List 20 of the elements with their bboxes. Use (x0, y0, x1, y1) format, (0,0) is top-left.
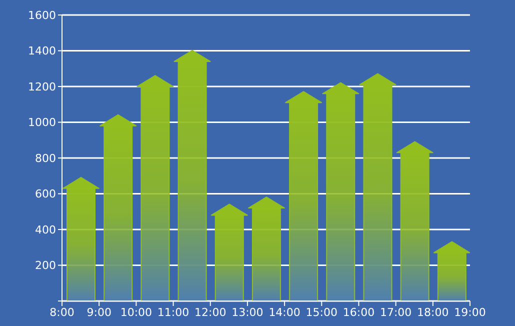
x-tick-label: 11:00 (157, 306, 190, 319)
y-tick-label: 1200 (28, 80, 56, 94)
y-tick-label: 1000 (28, 116, 56, 130)
y-tick-label: 1400 (28, 44, 56, 58)
y-tick-label: 400 (35, 223, 56, 236)
y-tick-label: 600 (35, 188, 56, 201)
x-tick-label: 18:00 (417, 306, 449, 319)
y-tick-label: 800 (35, 152, 56, 165)
x-tick-label: 8:00 (50, 306, 74, 319)
x-tick-label: 10:00 (120, 306, 152, 319)
y-tick-label: 1600 (28, 8, 56, 22)
x-tick-label: 17:00 (380, 306, 412, 319)
x-tick-label: 15:00 (306, 306, 338, 319)
x-tick-label: 19:00 (454, 306, 486, 319)
x-tick-label: 14:00 (268, 306, 300, 319)
x-tick-label: 13:00 (232, 306, 264, 319)
x-tick-label: 12:00 (194, 306, 226, 319)
x-tick-label: 9:00 (86, 306, 112, 319)
y-tick-label: 200 (35, 259, 56, 272)
x-tick-label: 16:00 (342, 306, 375, 319)
